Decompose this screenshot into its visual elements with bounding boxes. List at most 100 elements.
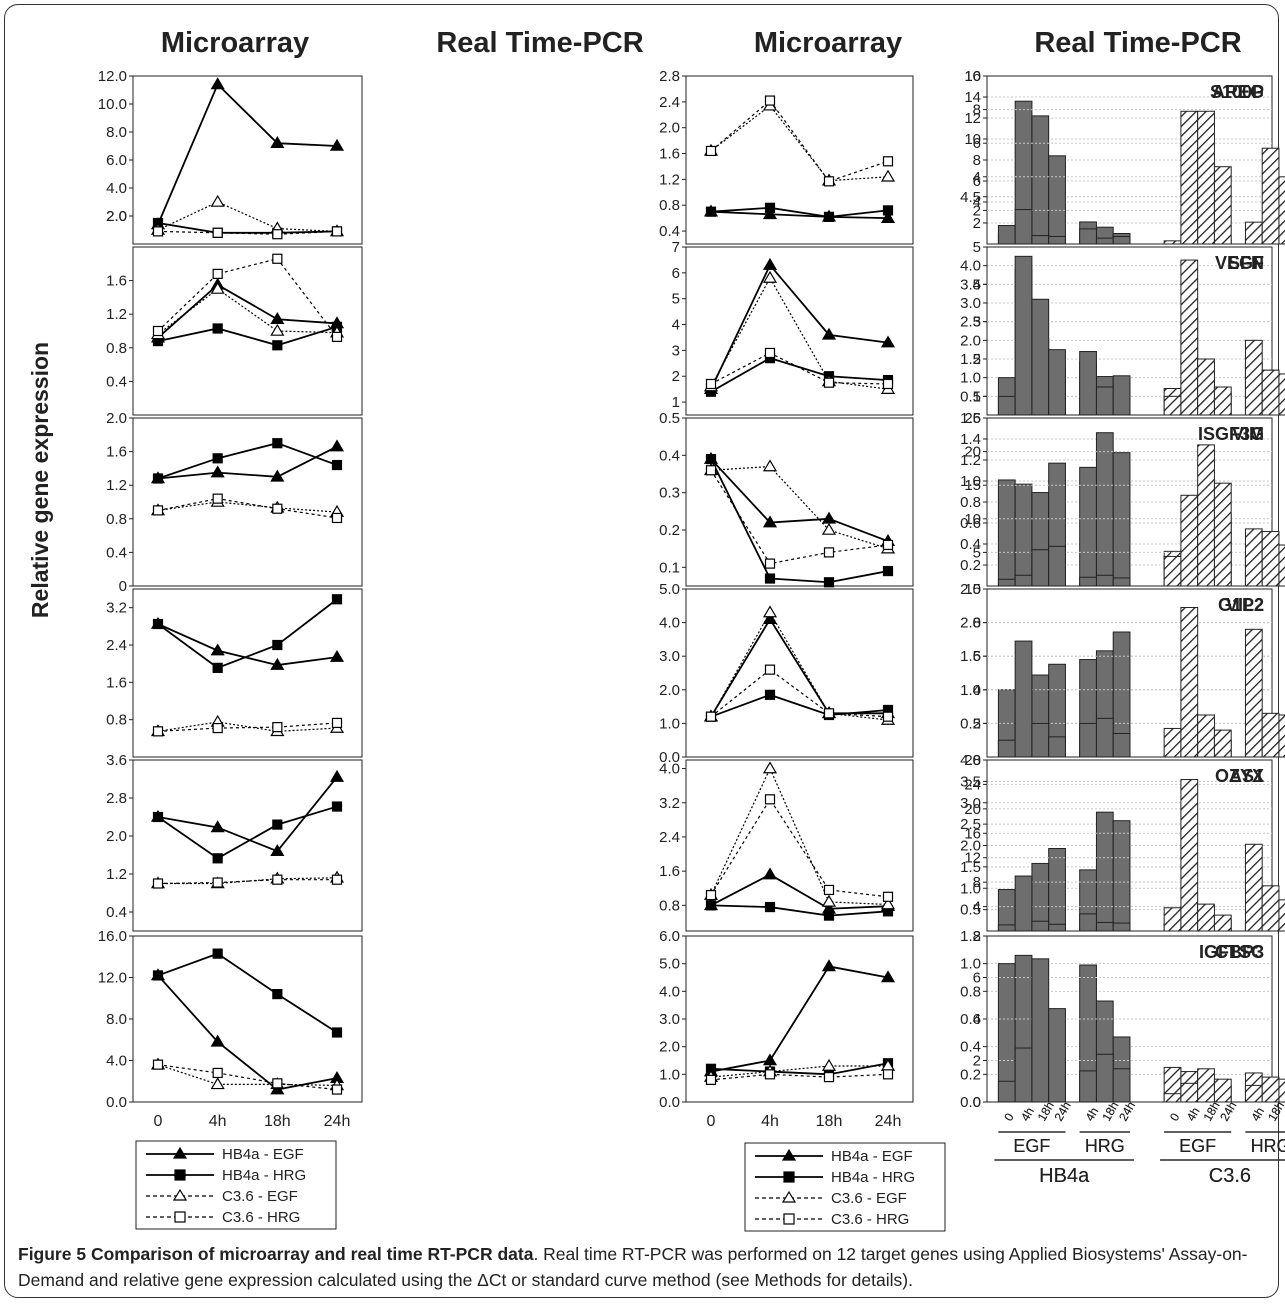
series-line [710, 693, 889, 718]
y-tick-label: 0.4 [659, 223, 680, 240]
bar [1014, 640, 1033, 758]
y-tick-label: 4.0 [659, 983, 680, 1000]
bar [1197, 444, 1215, 587]
bar [1213, 914, 1232, 932]
plot-frame [132, 417, 363, 587]
y-tick-label: 6.0 [659, 928, 680, 945]
data-point [212, 493, 223, 504]
bar [1163, 395, 1182, 416]
bar [1261, 369, 1280, 416]
bar [1031, 958, 1050, 1103]
figure-svg: Microarray Real Time-PCR Microarray Real Ti… [27, 27, 1285, 1232]
y-tick-label: 2.5 [960, 314, 981, 331]
y-tick-label: 12.0 [98, 970, 127, 987]
y-tick-label: 1.2 [106, 306, 127, 323]
bar [1261, 1076, 1280, 1103]
cell-line-label: C3.6 [1209, 1165, 1251, 1187]
data-point [212, 877, 223, 888]
bar [1197, 358, 1215, 416]
legend-label: C3.6 - EGF [831, 1190, 907, 1207]
bar [1079, 351, 1097, 416]
bar [997, 395, 1016, 416]
chart-panel: 0.4 1.2 2.0 2.8 3.6 [106, 752, 363, 932]
bar [1197, 1068, 1215, 1103]
data-point [882, 378, 894, 390]
data-point [705, 453, 717, 465]
bar [997, 924, 1016, 932]
y-tick-label: 3.2 [659, 795, 680, 812]
data-point [762, 515, 778, 528]
data-point [331, 1027, 343, 1038]
treatment-label: HRG [1251, 1136, 1285, 1156]
data-point [272, 253, 283, 264]
y-tick-label: 0.0 [659, 1094, 680, 1111]
time-label: 0 [1001, 1110, 1017, 1123]
y-tick-label: 2.8 [659, 68, 680, 85]
x-tick-label: 4h [209, 1113, 227, 1130]
y-tick-label: 4.0 [106, 180, 127, 197]
chart-panel: 0.0 1.0 2.0 3.0 4.0 5.0 [659, 581, 914, 766]
bar [1048, 235, 1066, 245]
y-tick-label: 2.5 [960, 816, 981, 833]
legend-box [135, 1140, 337, 1230]
legend-label: HB4a - EGF [831, 1148, 913, 1165]
bar [1095, 811, 1114, 932]
chart-panel: 0.4 0.8 1.2 1.6 2.0 2.4 2.8 [659, 68, 914, 245]
data-point [882, 1069, 894, 1080]
y-tick-label: 3.5 [960, 276, 981, 293]
bar [1014, 1047, 1033, 1103]
data-point [762, 257, 778, 270]
y-tick-label: 1.2 [960, 452, 981, 469]
y-tick-label: 6.0 [106, 152, 127, 169]
series-line [710, 276, 889, 390]
data-point [821, 327, 837, 340]
data-point [705, 465, 717, 476]
series-line [157, 442, 338, 480]
time-label: 4h [1248, 1105, 1267, 1124]
bar [1180, 779, 1199, 932]
data-point [764, 347, 776, 359]
bar [1095, 432, 1114, 587]
y-tick-label: 20 [964, 801, 981, 818]
series-line [157, 776, 338, 853]
data-point [270, 469, 285, 482]
bar [1031, 235, 1050, 245]
chart-panel: 0 0.4 0.8 1.2 1.6 2.0 [106, 410, 363, 595]
y-tick-label: 0.0 [106, 1094, 127, 1111]
data-point [152, 473, 164, 484]
chart-panel: 0.8 1.6 2.4 3.2 4.0 [659, 759, 914, 932]
legend-marker [783, 1171, 795, 1183]
series-line [710, 458, 889, 543]
time-label: 4h [1248, 1105, 1267, 1124]
y-tick-label: 8.0 [106, 1011, 127, 1028]
plot-frame [685, 246, 914, 416]
series-line [710, 465, 889, 550]
data-point [762, 207, 778, 220]
y-tick-label: 4 [973, 899, 981, 916]
bar [1014, 875, 1033, 932]
y-tick-label: 6 [973, 648, 981, 665]
series-line [710, 469, 889, 565]
data-point [212, 948, 223, 959]
y-tick-label: 0.8 [960, 494, 981, 511]
y-tick-label: 2 [973, 215, 981, 232]
y-tick-label: 0 [119, 578, 127, 595]
column-header: Real Time-PCR [1034, 27, 1241, 59]
data-point [764, 1069, 776, 1080]
y-tick-label: 1.2 [106, 477, 127, 494]
data-point [272, 722, 283, 733]
bar [1048, 923, 1066, 932]
bar [1079, 913, 1097, 932]
data-point [212, 722, 223, 734]
y-tick-label: 3.0 [659, 648, 680, 665]
y-tick-label: 1.5 [960, 859, 981, 876]
bar [997, 739, 1016, 758]
bar [1180, 1082, 1199, 1103]
bar [1095, 1053, 1114, 1103]
y-tick-label: 12.0 [98, 68, 127, 85]
y-tick-label: 1.0 [659, 715, 680, 732]
y-tick-label: 2.4 [659, 94, 680, 111]
y-tick-label: 7 [672, 239, 680, 256]
